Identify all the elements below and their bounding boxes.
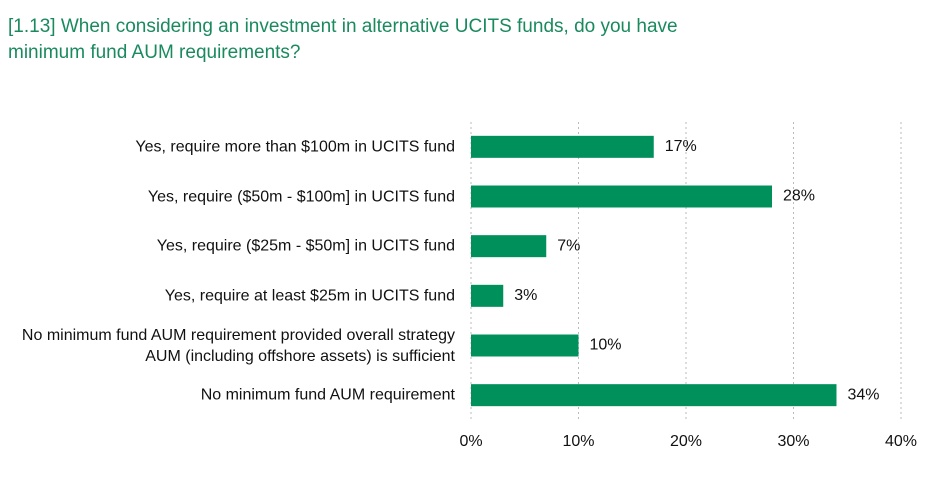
x-tick-label: 20% xyxy=(670,433,702,450)
bar xyxy=(471,185,772,208)
x-tick-label: 30% xyxy=(777,433,809,450)
y-tick-label: Yes, require more than $100m in UCITS fu… xyxy=(135,138,455,156)
bar xyxy=(471,235,547,258)
y-tick-label: Yes, require ($50m - $100m] in UCITS fun… xyxy=(147,188,455,205)
y-tick-label: Yes, require ($25m - $50m] in UCITS fund xyxy=(156,237,455,255)
value-label: 7% xyxy=(557,237,580,254)
bar xyxy=(471,334,579,357)
bar xyxy=(471,284,504,307)
chart-title: [1.13] When considering an investment in… xyxy=(8,16,678,63)
x-tick-label: 40% xyxy=(885,433,917,450)
x-tick-label: 0% xyxy=(459,433,482,450)
bar xyxy=(471,384,837,407)
x-tick-label: 10% xyxy=(562,433,594,450)
y-tick-label: No minimum fund AUM requirement provided… xyxy=(21,326,455,365)
y-tick-label: Yes, require at least $25m in UCITS fund xyxy=(164,287,455,305)
value-label: 3% xyxy=(514,287,537,304)
value-label: 34% xyxy=(848,386,880,403)
value-label: 28% xyxy=(783,188,815,205)
bar xyxy=(471,135,654,158)
value-label: 10% xyxy=(590,337,622,354)
value-label: 17% xyxy=(665,138,697,155)
y-tick-label: No minimum fund AUM requirement xyxy=(200,386,455,404)
